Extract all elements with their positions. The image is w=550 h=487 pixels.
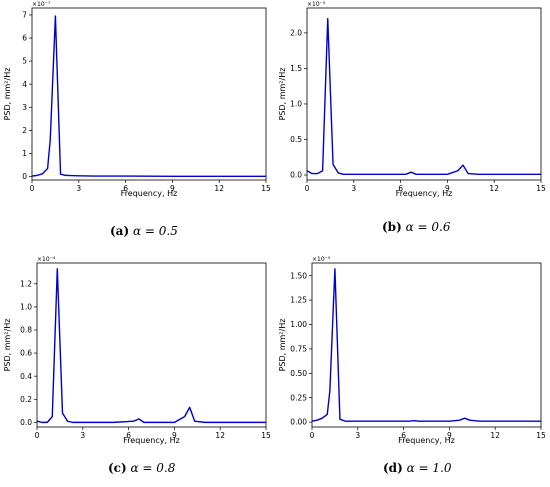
caption-b: (b) α = 0.6 (382, 220, 450, 234)
caption-a-text: α = 0.5 (132, 224, 178, 238)
y-tick-label-a: 1 (22, 149, 27, 158)
y-tick-label-c: 0.6 (20, 349, 32, 358)
caption-b-label: (b) (382, 220, 402, 234)
plot-frame-b (306, 7, 542, 181)
x-tick-label-c: 0 (35, 431, 40, 440)
plot-frame-d (311, 262, 542, 428)
psd-chart-b: 0 3 6 9 12 15 0.0 0.5 1.0 1.5 2.0 Frequency, Hz PSD,… (278, 1, 546, 198)
y-tick-label-d: 0.00 (290, 418, 307, 427)
y-tick-label-a: 7 (22, 11, 27, 20)
y-tick-label-b: 1.5 (290, 64, 302, 73)
y-axis-label-b: PSD, mm²/Hz (278, 68, 287, 121)
x-tick-label-d: 9 (447, 431, 452, 440)
x-tick-label-b: 6 (398, 184, 403, 193)
psd-series-line-b (306, 17, 541, 176)
y-tick-label-b: 0.0 (290, 171, 302, 180)
psd-chart-d: 0 3 6 9 12 15 0.00 0.25 0.50 0.75 1.00 1.25 1.50 Freq… (278, 256, 546, 445)
y-axis-label-d: PSD, mm²/Hz (278, 319, 287, 372)
caption-a-label: (a) (110, 224, 130, 238)
chart-panel-b: 0 3 6 9 12 15 0.0 0.5 1.0 1.5 2.0 Frequency, Hz PSD,… (275, 0, 550, 243)
x-tick-label-a: 9 (170, 184, 175, 193)
x-tick-label-b: 9 (445, 184, 450, 193)
x-tick-label-c: 3 (80, 431, 85, 440)
y-tick-label-d: 1.25 (290, 296, 307, 305)
x-tick-label-c: 15 (261, 431, 271, 440)
y-tick-label-d: 0.50 (290, 369, 307, 378)
caption-d: (d) α = 1.0 (383, 461, 451, 475)
plot-frame-a (31, 7, 267, 181)
y-axis-label-a: PSD, mm²/Hz (3, 68, 12, 121)
caption-c-text: α = 0.8 (130, 461, 176, 475)
y-tick-label-d: 0.25 (290, 393, 307, 402)
x-tick-label-d: 6 (401, 431, 406, 440)
x-tick-label-d: 12 (490, 431, 500, 440)
y-multiplier-c: ×10⁻⁴ (37, 256, 56, 263)
psd-series-line-c (36, 268, 266, 424)
chart-panel-a: 0 3 6 9 12 15 0 1 2 3 4 5 6 7 Frequency, Hz PSD, mm²/Hz… (0, 0, 275, 243)
y-tick-label-a: 2 (22, 126, 27, 135)
x-tick-label-c: 9 (172, 431, 177, 440)
psd-series-line-a (31, 15, 266, 178)
y-tick-label-a: 6 (22, 34, 27, 43)
y-tick-label-c: 0.2 (20, 395, 32, 404)
y-tick-label-a: 0 (22, 172, 27, 181)
caption-b-text: α = 0.6 (405, 220, 451, 234)
y-axis-label-c: PSD, mm²/Hz (3, 319, 12, 372)
x-tick-label-a: 6 (123, 184, 128, 193)
plot-frame-c (36, 262, 267, 428)
x-axis-label-c: Frequency, Hz (123, 436, 180, 445)
x-tick-label-d: 15 (536, 431, 546, 440)
chart-panel-d: 0 3 6 9 12 15 0.00 0.25 0.50 0.75 1.00 1.25 1.50 Freq… (275, 255, 550, 487)
y-tick-label-b: 0.5 (290, 135, 302, 144)
x-tick-label-a: 0 (30, 184, 35, 193)
x-tick-label-d: 3 (355, 431, 360, 440)
psd-series-line-d (311, 268, 541, 422)
x-tick-label-a: 12 (214, 184, 224, 193)
y-tick-label-d: 0.75 (290, 345, 307, 354)
y-tick-label-c: 1.0 (20, 302, 32, 311)
x-tick-label-c: 12 (215, 431, 225, 440)
x-tick-label-c: 6 (126, 431, 131, 440)
y-tick-label-c: 0.0 (20, 418, 32, 427)
chart-panel-c: 0 3 6 9 12 15 0.0 0.2 0.4 0.6 0.8 1.0 1.2 Frequency, … (0, 255, 275, 487)
caption-a: (a) α = 0.5 (110, 224, 178, 238)
caption-d-label: (d) (383, 461, 403, 475)
y-tick-label-b: 1.0 (290, 100, 302, 109)
y-multiplier-b: ×10⁻⁵ (307, 1, 326, 8)
x-axis-label-b: Frequency, Hz (396, 189, 453, 198)
x-tick-label-b: 3 (351, 184, 356, 193)
y-tick-label-b: 2.0 (290, 28, 302, 37)
caption-c-label: (c) (108, 461, 127, 475)
caption-d-text: α = 1.0 (406, 461, 452, 475)
x-tick-label-b: 12 (489, 184, 499, 193)
y-tick-label-a: 4 (22, 80, 27, 89)
x-tick-label-a: 3 (76, 184, 81, 193)
x-tick-label-b: 0 (305, 184, 310, 193)
x-tick-label-a: 15 (261, 184, 271, 193)
x-axis-label-d: Frequency, Hz (398, 436, 455, 445)
y-tick-label-c: 0.4 (20, 372, 32, 381)
y-tick-label-d: 1.50 (290, 271, 307, 280)
y-tick-label-c: 1.2 (20, 279, 32, 288)
y-multiplier-a: ×10⁻⁷ (32, 1, 51, 8)
caption-c: (c) α = 0.8 (108, 461, 175, 475)
y-tick-label-d: 1.00 (290, 320, 307, 329)
y-tick-label-a: 5 (22, 57, 27, 66)
y-tick-label-c: 0.8 (20, 326, 32, 335)
x-axis-label-a: Frequency, Hz (121, 189, 178, 198)
x-tick-label-b: 15 (536, 184, 546, 193)
y-tick-label-a: 3 (22, 103, 27, 112)
x-tick-label-d: 0 (310, 431, 315, 440)
y-multiplier-d: ×10⁻⁵ (312, 256, 331, 263)
psd-chart-c: 0 3 6 9 12 15 0.0 0.2 0.4 0.6 0.8 1.0 1.2 Frequency, … (3, 256, 271, 445)
